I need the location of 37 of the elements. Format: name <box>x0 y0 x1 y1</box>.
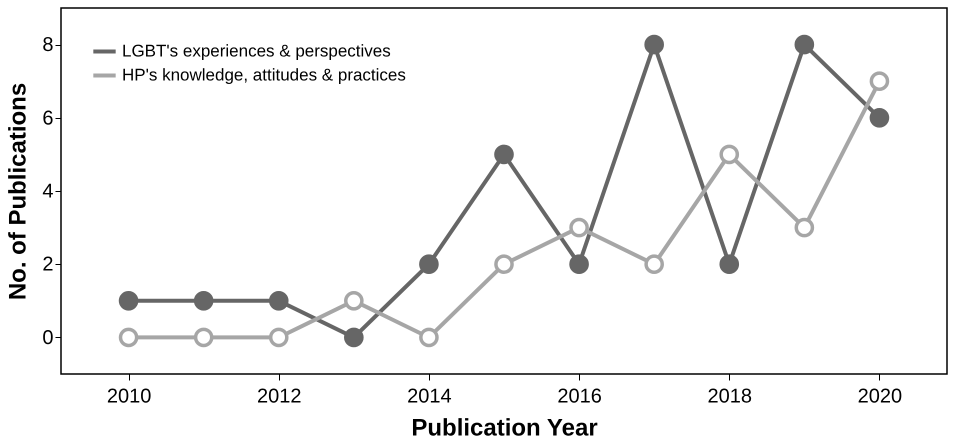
point <box>794 218 814 238</box>
point <box>268 328 289 348</box>
point <box>794 34 814 54</box>
point <box>719 144 740 164</box>
point <box>569 218 589 238</box>
x-tick-label: 2020 <box>858 386 902 408</box>
point <box>644 34 664 54</box>
y-tick-label: 6 <box>42 107 54 130</box>
x-tick-label: 2014 <box>407 386 452 408</box>
point <box>344 328 364 348</box>
point <box>194 291 214 311</box>
point <box>344 291 364 311</box>
x-tick-label: 2010 <box>106 386 152 408</box>
x-tick-label: 2016 <box>557 386 602 408</box>
point <box>118 291 138 311</box>
x-tick-label: 2018 <box>708 386 752 408</box>
x-axis-title: Publication Year <box>411 414 598 442</box>
point <box>870 71 890 91</box>
y-tick-label: 2 <box>42 254 54 276</box>
y-tick-label: 4 <box>42 180 54 202</box>
point <box>719 254 740 274</box>
point <box>870 108 890 128</box>
point <box>494 254 514 274</box>
point <box>194 328 214 348</box>
legend-label: LGBT's experiences & perspectives <box>122 42 391 60</box>
x-tick-label: 2012 <box>256 386 302 408</box>
point <box>419 328 439 348</box>
point <box>644 254 664 274</box>
y-tick-label: 0 <box>42 326 54 349</box>
point <box>419 254 439 274</box>
point <box>569 254 589 274</box>
point <box>494 144 514 164</box>
y-tick-label: 8 <box>42 34 54 56</box>
y-axis-title: No. of Publications <box>4 82 32 300</box>
legend-label: HP's knowledge, attitudes & practices <box>122 66 406 84</box>
point <box>268 291 289 311</box>
point <box>118 328 138 348</box>
